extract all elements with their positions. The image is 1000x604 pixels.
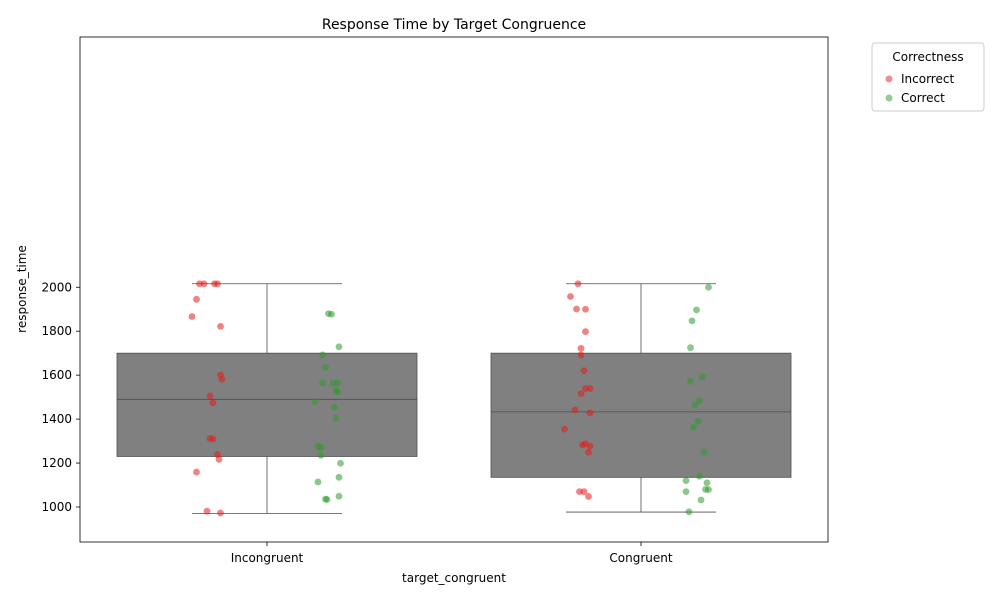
data-point-incorrect — [214, 280, 221, 288]
data-point-incorrect — [217, 509, 224, 517]
data-point-incorrect — [188, 313, 196, 320]
data-point-incorrect — [586, 385, 594, 392]
data-point-correct — [335, 473, 343, 481]
data-point-incorrect — [193, 295, 200, 303]
data-point-correct — [322, 364, 329, 371]
data-point-correct — [334, 379, 341, 387]
data-point-correct — [319, 351, 326, 359]
data-point-incorrect — [582, 305, 589, 313]
data-point-incorrect — [582, 328, 589, 336]
data-point-incorrect — [571, 406, 579, 414]
data-point-incorrect — [577, 351, 585, 359]
data-point-correct — [337, 459, 344, 467]
y-tick-label: 1400 — [41, 412, 72, 426]
data-point-correct — [700, 448, 708, 456]
data-point-incorrect — [585, 493, 592, 500]
data-point-correct — [682, 488, 690, 496]
data-point-incorrect — [209, 399, 217, 407]
y-tick-label: 1200 — [41, 456, 72, 470]
data-point-incorrect — [574, 280, 582, 288]
data-point-correct — [705, 486, 712, 494]
legend-label-incorrect: Incorrect — [901, 72, 954, 86]
data-point-correct — [335, 492, 343, 500]
data-point-correct — [685, 508, 693, 516]
data-point-incorrect — [585, 448, 592, 456]
data-point-correct — [314, 478, 322, 486]
data-point-incorrect — [561, 425, 568, 433]
data-point-incorrect — [579, 441, 586, 449]
x-tick-label: Congruent — [609, 551, 672, 565]
data-point-incorrect — [217, 322, 224, 330]
data-point-correct — [694, 417, 702, 425]
chart-title: Response Time by Target Congruence — [322, 17, 586, 33]
y-tick-label: 2000 — [41, 280, 72, 294]
data-point-incorrect — [573, 305, 580, 313]
data-point-correct — [687, 377, 694, 385]
data-point-incorrect — [218, 375, 226, 383]
data-point-correct — [691, 401, 699, 409]
box-iqr — [116, 352, 418, 457]
plot-area: 1000 1200 1400 1600 1800 2000 Incongruent Congr… — [41, 36, 829, 565]
y-tick-label: 1000 — [41, 500, 72, 514]
data-point-correct — [699, 373, 706, 381]
x-axis-label: target_congruent — [402, 571, 506, 585]
legend-marker-correct — [885, 94, 893, 102]
legend-title: Correctness — [892, 50, 963, 64]
legend-frame — [871, 42, 985, 112]
box-incongruent — [116, 283, 418, 514]
data-point-incorrect — [586, 442, 594, 450]
data-point-correct — [317, 451, 325, 459]
data-point-correct — [323, 496, 331, 503]
plot-frame — [79, 36, 829, 543]
data-point-correct — [317, 444, 325, 452]
data-point-correct — [319, 379, 326, 387]
data-point-correct — [682, 477, 690, 485]
data-point-incorrect — [193, 468, 200, 476]
data-point-incorrect — [203, 507, 211, 515]
data-point-correct — [693, 306, 700, 314]
data-point-correct — [696, 397, 703, 405]
data-point-correct — [328, 310, 335, 318]
data-point-incorrect — [206, 392, 214, 400]
box-congruent — [490, 283, 792, 513]
data-point-correct — [311, 398, 319, 406]
x-tick-label: Incongruent — [231, 551, 304, 565]
data-point-correct — [703, 479, 711, 487]
data-point-incorrect — [577, 390, 585, 398]
y-tick-label: 1800 — [41, 324, 72, 338]
data-point-incorrect — [567, 293, 574, 300]
legend-marker-incorrect — [885, 75, 893, 83]
box-iqr — [490, 352, 792, 478]
data-point-correct — [335, 343, 343, 351]
y-axis-label: response_time — [15, 245, 29, 333]
data-point-incorrect — [580, 367, 588, 375]
data-point-correct — [332, 414, 340, 422]
series-correct — [311, 283, 712, 516]
data-point-incorrect — [586, 409, 594, 417]
data-point-incorrect — [577, 344, 585, 352]
legend-label-correct: Correct — [901, 91, 945, 105]
series-incorrect — [188, 280, 594, 517]
data-point-incorrect — [209, 435, 217, 443]
data-point-correct — [334, 388, 341, 396]
data-point-incorrect — [580, 488, 588, 496]
data-point-incorrect — [215, 455, 223, 463]
data-point-correct — [705, 283, 712, 291]
data-point-incorrect — [200, 280, 208, 288]
data-point-correct — [690, 423, 697, 431]
y-tick-label: 1600 — [41, 368, 72, 382]
data-point-correct — [688, 317, 696, 325]
legend: Correctness Incorrect Correct — [871, 42, 985, 112]
data-point-correct — [331, 404, 338, 411]
data-point-correct — [697, 496, 705, 504]
data-point-correct — [687, 344, 694, 352]
data-point-correct — [696, 472, 703, 480]
